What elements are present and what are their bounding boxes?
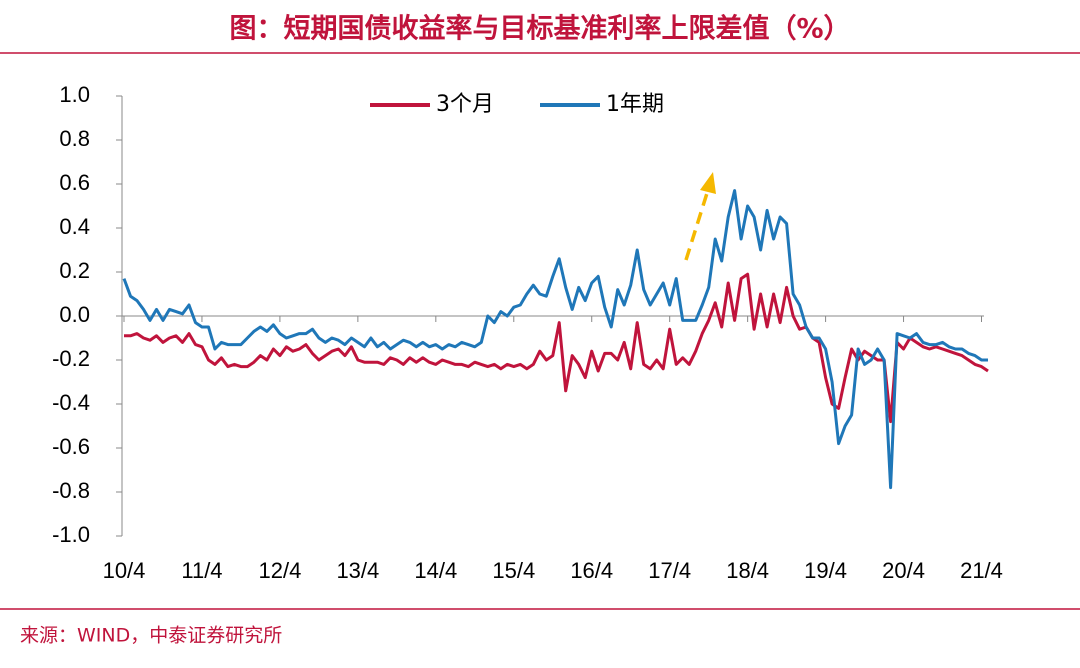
y-tick-label: 1.0 bbox=[59, 82, 90, 107]
x-tick-label: 16/4 bbox=[570, 558, 613, 583]
x-tick-label: 14/4 bbox=[414, 558, 457, 583]
y-tick-label: -0.8 bbox=[52, 478, 90, 503]
x-tick-label: 18/4 bbox=[726, 558, 769, 583]
y-tick-label: 0.0 bbox=[59, 302, 90, 327]
y-tick-label: 0.8 bbox=[59, 126, 90, 151]
arrow-head bbox=[700, 172, 716, 194]
y-tick-label: -1.0 bbox=[52, 522, 90, 547]
arrow-shaft bbox=[684, 189, 710, 261]
y-tick-label: -0.4 bbox=[52, 390, 90, 415]
x-tick-label: 15/4 bbox=[492, 558, 535, 583]
x-tick-label: 17/4 bbox=[648, 558, 691, 583]
chart-title: 图：短期国债收益率与目标基准利率上限差值（%） bbox=[229, 13, 850, 45]
y-tick-label: -0.2 bbox=[52, 346, 90, 371]
legend-label: 1年期 bbox=[606, 92, 664, 117]
y-tick-label: 0.2 bbox=[59, 258, 90, 283]
x-tick-label: 20/4 bbox=[882, 558, 925, 583]
x-tick-label: 11/4 bbox=[181, 558, 222, 583]
annotation-arrow bbox=[684, 172, 716, 261]
x-tick-label: 12/4 bbox=[258, 558, 301, 583]
series-line bbox=[122, 189, 988, 490]
source-note: 来源：WIND，中泰证券研究所 bbox=[20, 625, 282, 647]
series-line bbox=[124, 272, 989, 424]
x-tick-label: 13/4 bbox=[336, 558, 379, 583]
x-tick-label: 21/4 bbox=[960, 558, 1003, 583]
x-tick-label: 10/4 bbox=[103, 558, 146, 583]
y-tick-label: -0.6 bbox=[52, 434, 90, 459]
x-tick-label: 19/4 bbox=[804, 558, 847, 583]
y-tick-label: 0.6 bbox=[59, 170, 90, 195]
y-tick-label: 0.4 bbox=[59, 214, 90, 239]
legend-label: 3个月 bbox=[436, 92, 494, 117]
